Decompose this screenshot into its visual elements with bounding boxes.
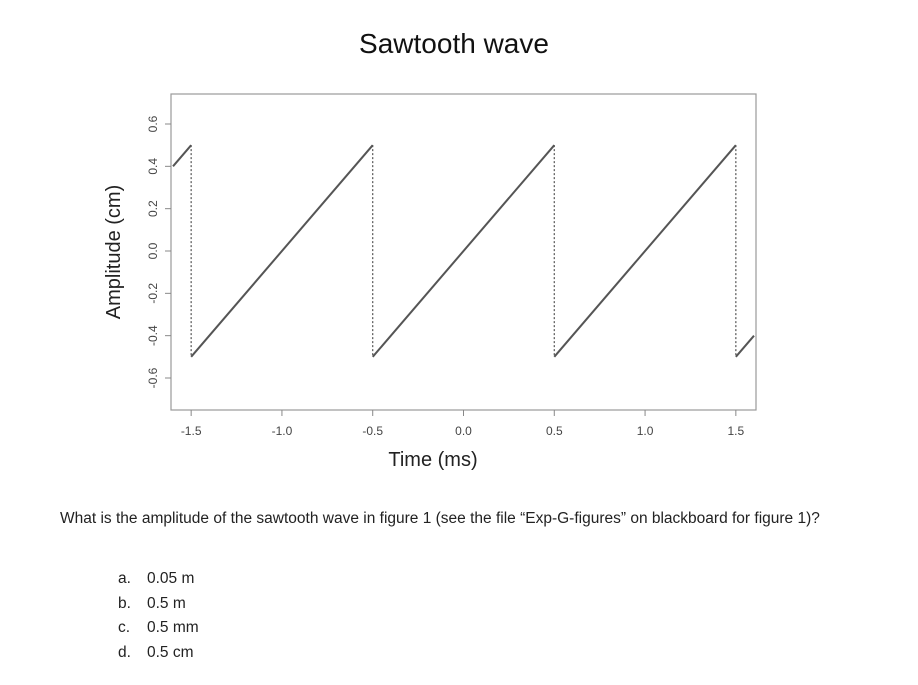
series-ramp (735, 335, 755, 358)
x-tick-label: 0.5 (546, 424, 563, 438)
y-tick-label: -0.6 (146, 367, 160, 388)
x-tick-label: 1.0 (637, 424, 654, 438)
y-tick-label: 0.2 (146, 200, 160, 217)
sawtooth-chart: Sawtooth wave -1.5 -1.0 -0.5 0.0 0.5 1.0 1.5 -… (103, 28, 757, 471)
chart-title: Sawtooth wave (359, 28, 549, 59)
option-c[interactable]: c. 0.5 mm (118, 616, 199, 641)
option-text: 0.5 cm (147, 643, 194, 661)
option-letter: a. (118, 570, 131, 587)
series-ramp (190, 144, 374, 358)
option-text: 0.5 m (147, 594, 186, 612)
x-tick-label: -1.0 (272, 424, 293, 438)
x-tick-label: -0.5 (362, 424, 383, 438)
option-b[interactable]: b. 0.5 m (118, 592, 199, 617)
answer-options: a. 0.05 m b. 0.5 m c. 0.5 mm d. 0.5 cm (118, 567, 199, 665)
option-a[interactable]: a. 0.05 m (118, 567, 199, 592)
y-tick-label: 0.4 (146, 158, 160, 175)
y-tick-label: -0.4 (146, 325, 160, 346)
series-layer (172, 144, 755, 358)
option-text: 0.5 mm (147, 619, 199, 636)
y-tick-label: -0.2 (146, 283, 160, 304)
option-d[interactable]: d. 0.5 cm (118, 641, 199, 666)
y-tick-label: 0.0 (146, 242, 160, 259)
series-ramp (172, 144, 192, 167)
option-text: 0.05 m (147, 570, 195, 587)
question-text: What is the amplitude of the sawtooth wa… (60, 510, 820, 527)
y-tick-label: 0.6 (146, 115, 160, 132)
series-ramp (553, 144, 737, 358)
series-ramp (371, 144, 556, 358)
x-axis: -1.5 -1.0 -0.5 0.0 0.5 1.0 1.5 (181, 410, 745, 438)
x-tick-label: 0.0 (455, 424, 472, 438)
x-axis-label: Time (ms) (388, 449, 477, 471)
y-axis: -0.6 -0.4 -0.2 0.0 0.2 0.4 0.6 (146, 115, 171, 388)
y-axis-label: Amplitude (cm) (103, 185, 125, 319)
option-letter: b. (118, 594, 131, 612)
x-tick-label: -1.5 (181, 424, 202, 438)
x-tick-label: 1.5 (728, 424, 745, 438)
option-letter: d. (118, 643, 131, 661)
option-letter: c. (118, 619, 131, 636)
